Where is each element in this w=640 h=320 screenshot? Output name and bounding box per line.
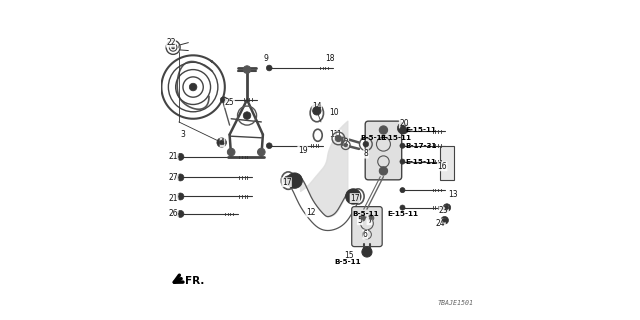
Circle shape <box>220 140 224 145</box>
Text: 8: 8 <box>364 149 369 158</box>
Circle shape <box>401 189 404 191</box>
Text: 9: 9 <box>264 54 269 63</box>
Text: 6: 6 <box>363 230 368 239</box>
Text: 21: 21 <box>169 194 178 203</box>
Circle shape <box>400 143 405 148</box>
Circle shape <box>222 98 225 101</box>
Text: 27: 27 <box>168 173 178 182</box>
Text: 18: 18 <box>324 54 334 63</box>
Circle shape <box>243 66 251 73</box>
Circle shape <box>380 126 388 134</box>
Circle shape <box>369 216 372 220</box>
Text: 23: 23 <box>439 206 449 215</box>
Circle shape <box>363 141 369 147</box>
Circle shape <box>179 155 182 159</box>
Circle shape <box>177 174 184 181</box>
Text: E-15-11: E-15-11 <box>406 159 436 165</box>
FancyBboxPatch shape <box>352 207 382 247</box>
Circle shape <box>179 176 182 179</box>
Text: 11: 11 <box>330 130 339 139</box>
Text: E-15-11: E-15-11 <box>380 135 412 141</box>
Circle shape <box>400 129 405 134</box>
Circle shape <box>257 148 265 156</box>
FancyBboxPatch shape <box>440 146 454 180</box>
Text: 1: 1 <box>337 130 341 139</box>
Circle shape <box>346 189 361 204</box>
Circle shape <box>189 83 197 91</box>
Text: 20: 20 <box>399 119 409 128</box>
Circle shape <box>268 144 271 147</box>
Circle shape <box>401 144 404 147</box>
Circle shape <box>380 167 388 175</box>
Text: 19: 19 <box>298 146 307 155</box>
Text: 14: 14 <box>312 101 322 111</box>
Circle shape <box>441 216 449 224</box>
Circle shape <box>367 215 374 221</box>
Text: 10: 10 <box>330 108 339 117</box>
Circle shape <box>445 206 449 210</box>
Circle shape <box>313 107 321 115</box>
Text: 17: 17 <box>350 194 360 203</box>
Text: TBAJE1501: TBAJE1501 <box>438 300 474 306</box>
Circle shape <box>243 112 251 119</box>
Circle shape <box>443 218 447 222</box>
Text: 2: 2 <box>344 138 349 147</box>
Text: FR.: FR. <box>184 276 204 286</box>
FancyBboxPatch shape <box>365 121 402 180</box>
Circle shape <box>401 130 404 133</box>
Circle shape <box>397 123 409 134</box>
Circle shape <box>266 143 272 148</box>
Text: 12: 12 <box>306 208 316 217</box>
Circle shape <box>287 173 302 188</box>
Text: 17: 17 <box>282 178 291 187</box>
Circle shape <box>443 204 451 212</box>
Text: 24: 24 <box>436 219 445 228</box>
Ellipse shape <box>341 138 344 145</box>
Circle shape <box>177 211 184 217</box>
Text: 3: 3 <box>180 130 186 139</box>
Text: 16: 16 <box>437 162 447 171</box>
Text: 26: 26 <box>168 209 178 219</box>
Circle shape <box>315 109 319 113</box>
Text: E-15-11: E-15-11 <box>406 127 436 133</box>
Text: B-17-31: B-17-31 <box>406 143 437 149</box>
Text: B-5-11: B-5-11 <box>360 135 387 141</box>
Circle shape <box>360 216 364 220</box>
Text: 7: 7 <box>367 216 372 225</box>
Text: B-5-11: B-5-11 <box>335 259 361 265</box>
Text: E-15-11: E-15-11 <box>387 211 419 217</box>
Text: 5: 5 <box>357 216 362 225</box>
Circle shape <box>227 148 235 156</box>
Circle shape <box>266 65 272 71</box>
Text: 21: 21 <box>169 152 178 161</box>
Text: 4: 4 <box>220 138 225 147</box>
Circle shape <box>400 125 406 131</box>
Circle shape <box>172 46 175 49</box>
Circle shape <box>217 138 227 147</box>
Text: 13: 13 <box>449 190 458 199</box>
Circle shape <box>268 67 271 69</box>
Circle shape <box>400 159 405 164</box>
Circle shape <box>401 206 404 209</box>
Circle shape <box>401 160 404 163</box>
Circle shape <box>400 188 405 193</box>
Circle shape <box>220 97 226 103</box>
Circle shape <box>179 195 182 198</box>
Text: 22: 22 <box>166 38 175 47</box>
Text: 25: 25 <box>225 99 234 108</box>
Circle shape <box>177 193 184 200</box>
Circle shape <box>362 247 372 257</box>
Circle shape <box>359 215 365 221</box>
Circle shape <box>179 212 182 216</box>
Circle shape <box>400 205 405 210</box>
Text: 15: 15 <box>344 251 353 260</box>
Circle shape <box>177 153 184 160</box>
Circle shape <box>335 135 342 142</box>
Circle shape <box>284 176 293 185</box>
Text: B-5-11: B-5-11 <box>352 211 379 217</box>
Circle shape <box>344 143 348 147</box>
